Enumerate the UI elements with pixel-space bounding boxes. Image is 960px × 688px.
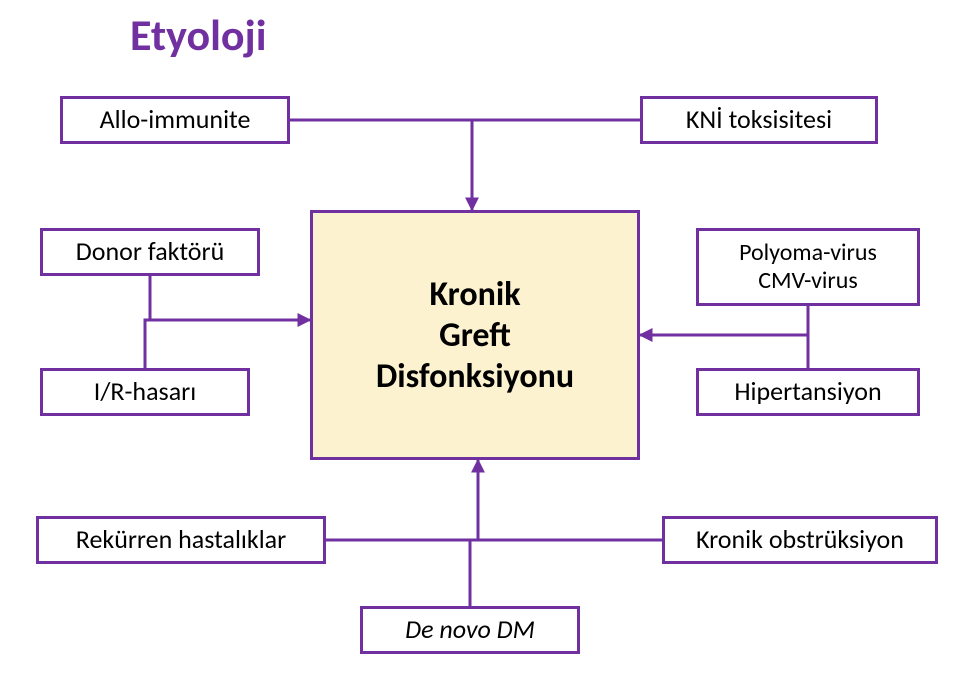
connector (640, 335, 808, 368)
node-rekur: Rekürren hastalıklar (36, 516, 326, 564)
connector (472, 120, 640, 210)
connector (290, 120, 472, 210)
connector (326, 460, 478, 540)
connector (478, 460, 662, 540)
node-virus: Polyoma-virus CMV-virus (696, 228, 920, 306)
node-ir: I/R-hasarı (40, 368, 250, 416)
central-node-text: KronikGreftDisfonksiyonu (376, 274, 574, 397)
node-dm: De novo DM (360, 606, 580, 654)
node-obstr: Kronik obstrüksiyon (662, 516, 938, 564)
central-node: KronikGreftDisfonksiyonu (310, 210, 640, 460)
node-allo: Allo-immunite (60, 96, 290, 144)
connector (145, 320, 310, 368)
node-donor: Donor faktörü (40, 228, 260, 276)
connector (640, 306, 808, 335)
connector (150, 276, 310, 320)
node-htn: Hipertansiyon (696, 368, 920, 416)
diagram-title: Etyoloji (130, 8, 267, 62)
node-kni: KNİ toksisitesi (640, 96, 878, 144)
